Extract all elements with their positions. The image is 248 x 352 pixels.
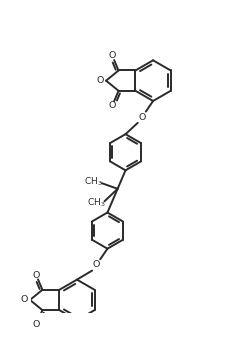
- Text: CH$_3$: CH$_3$: [84, 176, 102, 188]
- Text: CH$_3$: CH$_3$: [87, 196, 105, 209]
- Text: O: O: [32, 271, 40, 280]
- Text: O: O: [109, 51, 116, 61]
- Text: O: O: [109, 101, 116, 110]
- Text: O: O: [97, 76, 104, 85]
- Text: O: O: [138, 113, 146, 122]
- Text: O: O: [32, 320, 40, 329]
- Text: O: O: [93, 260, 100, 269]
- Text: O: O: [21, 295, 28, 304]
